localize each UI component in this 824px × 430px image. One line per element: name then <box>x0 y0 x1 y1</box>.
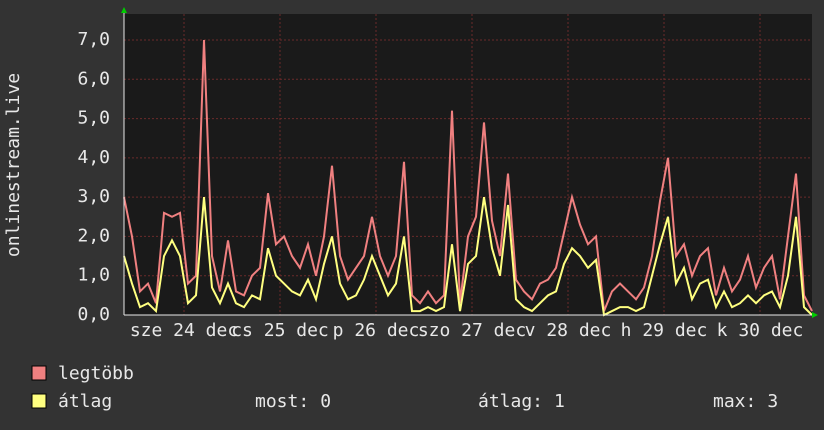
y-tick-label: 7,0 <box>77 29 110 50</box>
legend-swatch <box>31 393 47 409</box>
stat-label: max: <box>713 391 756 412</box>
x-arrow <box>812 312 818 318</box>
series-line <box>123 196 813 317</box>
y-tick-label: 5,0 <box>77 108 110 129</box>
legend-swatch <box>31 365 47 381</box>
series-line <box>123 39 813 312</box>
y-tick-label: 6,0 <box>77 68 110 89</box>
x-tick-label: cs 25 dec <box>231 320 329 341</box>
y-axis-label: onlinestream.live <box>3 73 24 257</box>
x-tick-label: sze 24 dec <box>130 320 238 341</box>
stat-value: 1 <box>554 391 565 412</box>
y-tick-label: 4,0 <box>77 147 110 168</box>
stat-label: átlag: <box>478 391 543 412</box>
legend-label: átlag <box>58 391 112 412</box>
y-tick-label: 2,0 <box>77 225 110 246</box>
y-tick-label: 0,0 <box>77 304 110 325</box>
x-tick-label: p 26 dec <box>333 320 420 341</box>
y-tick-label: 1,0 <box>77 265 110 286</box>
stat-label: most: <box>255 391 309 412</box>
x-tick-label: k 30 dec <box>717 320 804 341</box>
stat-value: 0 <box>320 391 331 412</box>
y-tick-label: 3,0 <box>77 186 110 207</box>
legend-label: legtöbb <box>58 363 134 384</box>
x-tick-label: v 28 dec <box>525 320 612 341</box>
stat-value: 3 <box>767 391 778 412</box>
x-tick-label: szo 27 dec <box>418 320 526 341</box>
y-arrow <box>121 7 127 13</box>
x-tick-label: h 29 dec <box>621 320 708 341</box>
